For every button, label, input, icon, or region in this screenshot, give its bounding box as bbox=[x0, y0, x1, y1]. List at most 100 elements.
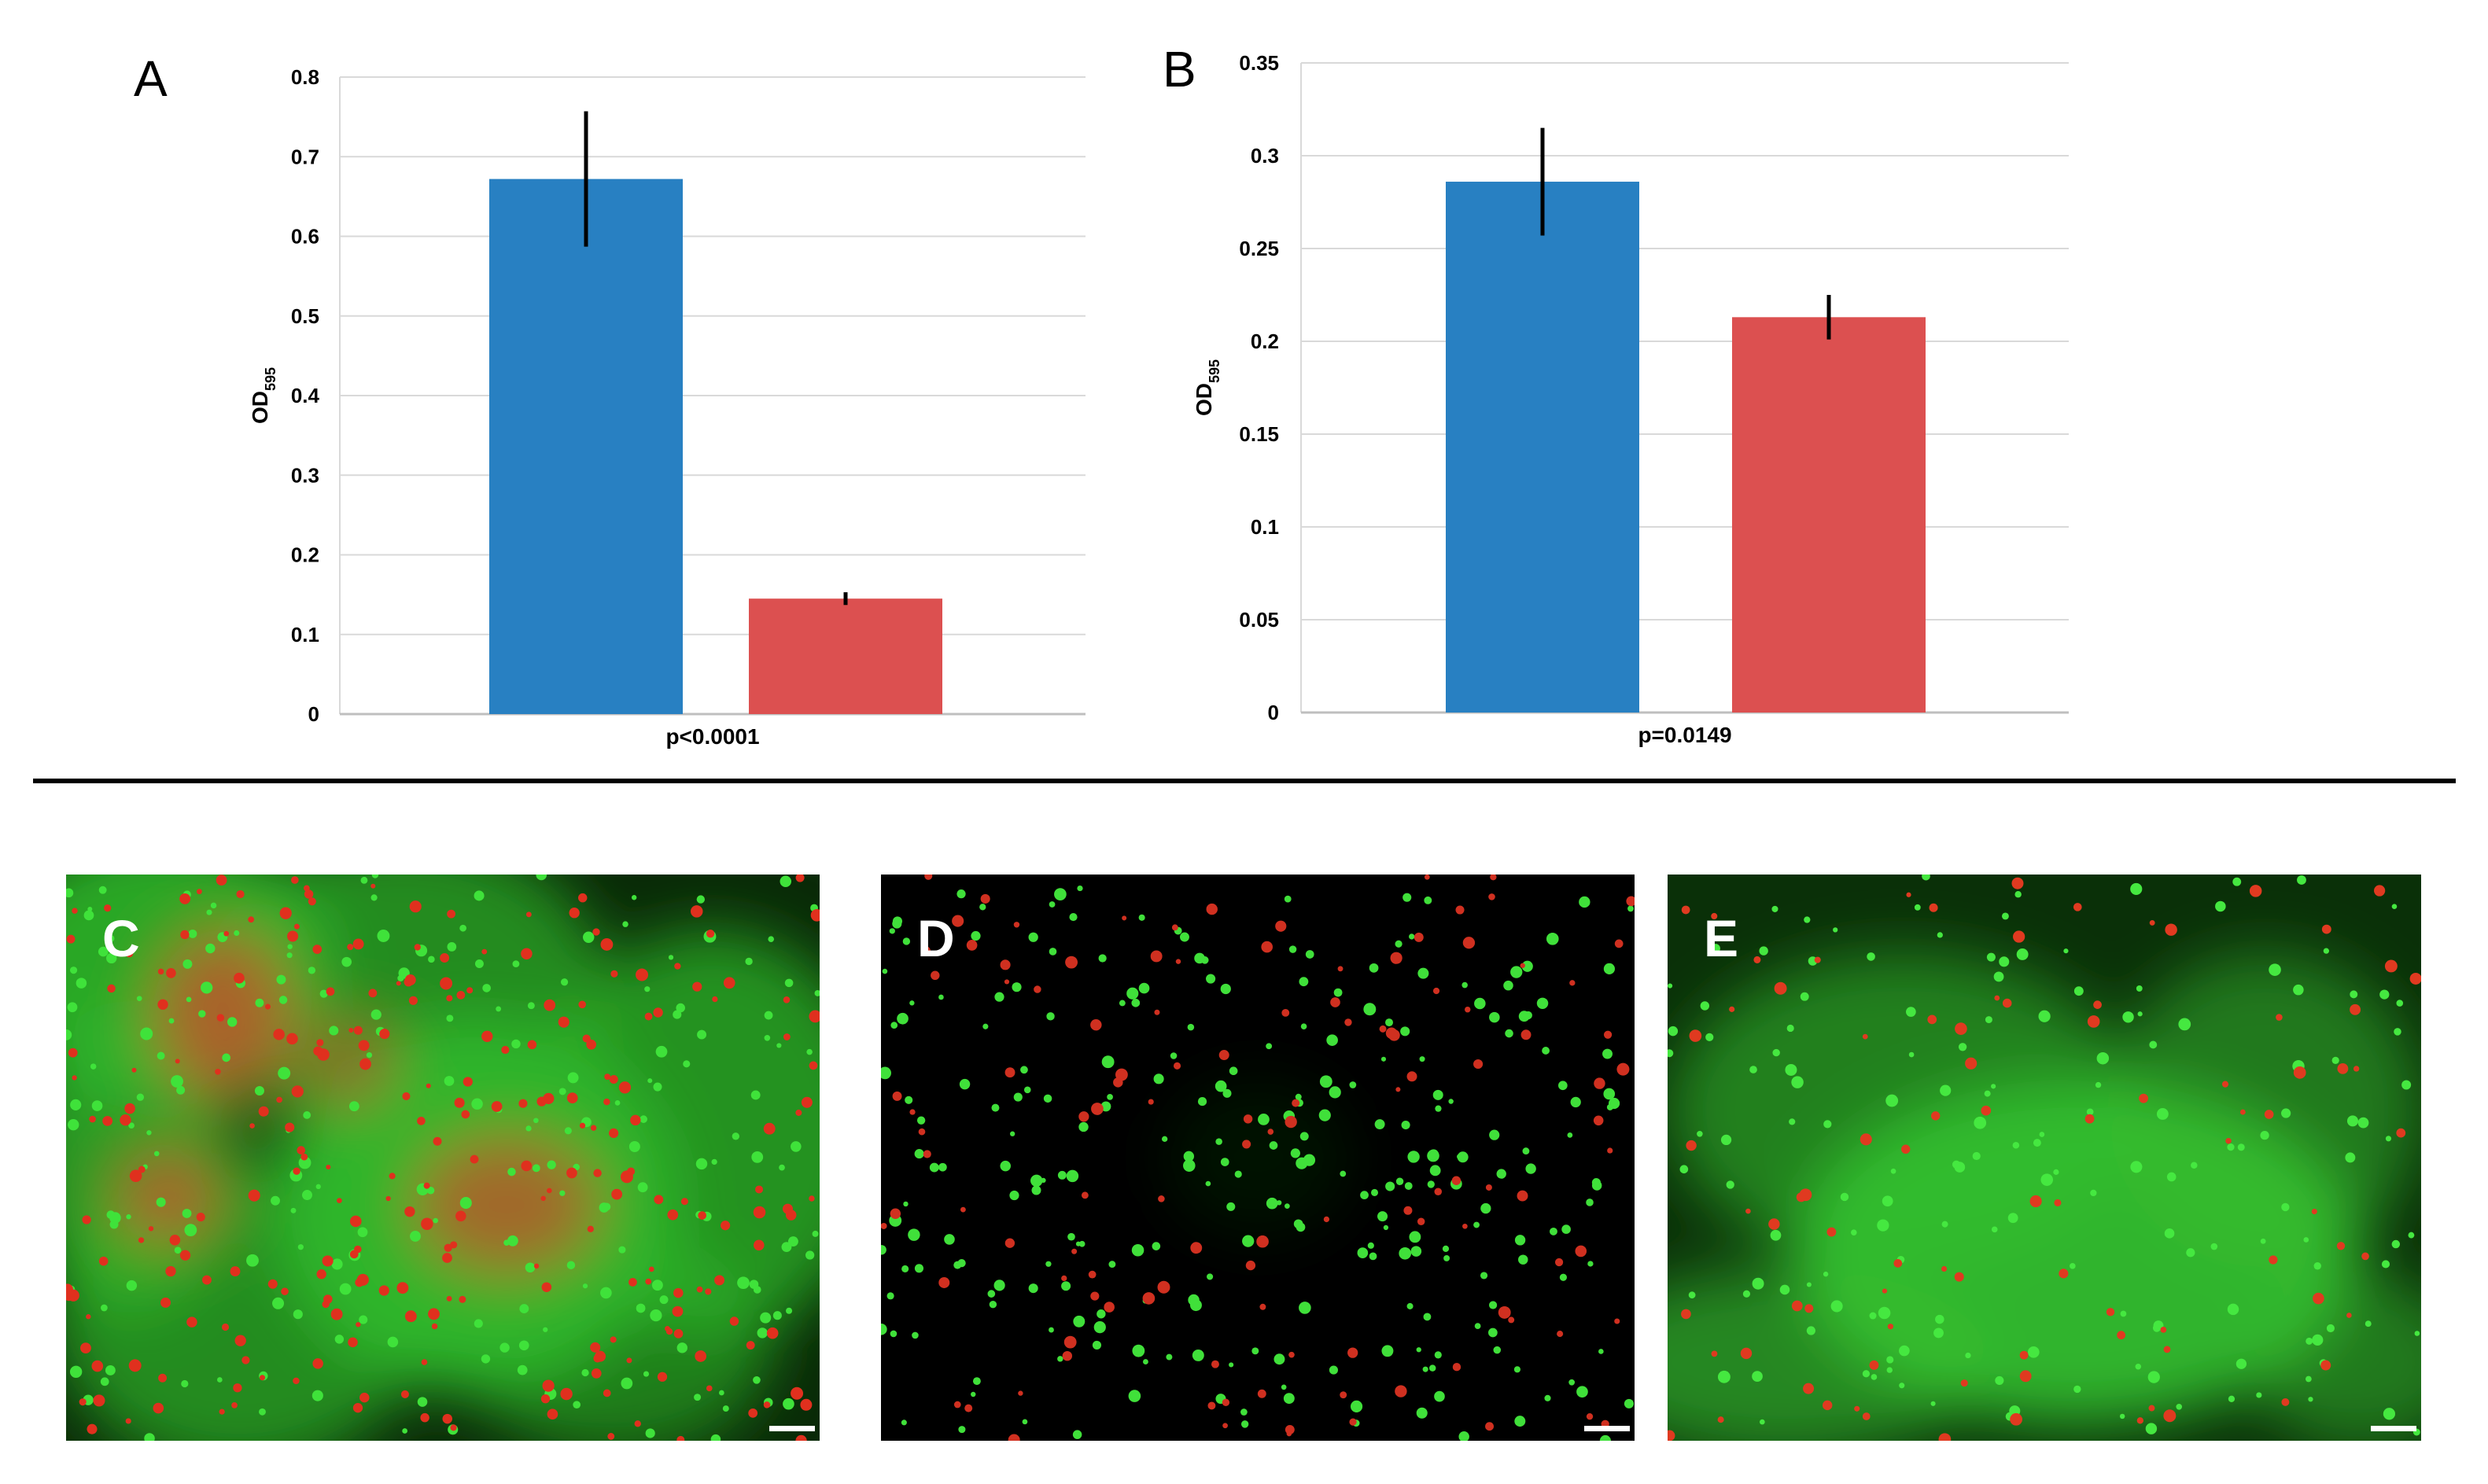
red-cell bbox=[322, 1300, 330, 1309]
red-cell bbox=[1668, 1430, 1675, 1441]
green-cell bbox=[447, 942, 457, 952]
red-cell bbox=[706, 1385, 713, 1392]
red-cell bbox=[1869, 1360, 1879, 1370]
green-cell bbox=[1206, 974, 1216, 984]
red-cell bbox=[446, 1295, 452, 1302]
red-cell bbox=[1390, 952, 1402, 964]
green-cell bbox=[1885, 1094, 1899, 1107]
green-cell bbox=[1009, 1190, 1019, 1201]
green-cell bbox=[993, 1280, 1005, 1291]
green-cell bbox=[637, 1182, 648, 1193]
green-cell bbox=[186, 996, 192, 1003]
red-cell bbox=[1901, 1144, 1911, 1154]
green-cell bbox=[892, 919, 902, 929]
green-cell bbox=[1197, 1096, 1207, 1107]
red-cell bbox=[1826, 1227, 1837, 1237]
panel-label-a: A bbox=[134, 50, 168, 107]
green-cell bbox=[90, 1063, 97, 1070]
red-cell bbox=[801, 1096, 813, 1108]
red-cell bbox=[158, 1373, 168, 1383]
green-cell bbox=[1443, 1254, 1450, 1261]
green-cell bbox=[1771, 905, 1778, 912]
green-cell bbox=[1567, 1132, 1573, 1138]
y-tick-label-a-1: 0.1 bbox=[291, 623, 319, 646]
green-cell bbox=[694, 1394, 702, 1401]
red-cell bbox=[795, 1109, 802, 1116]
red-cell bbox=[1686, 1140, 1697, 1151]
green-cell bbox=[1833, 927, 1838, 933]
red-cell bbox=[421, 1217, 433, 1230]
red-cell bbox=[746, 1341, 755, 1350]
red-cell bbox=[2013, 930, 2025, 943]
green-cell bbox=[402, 1428, 408, 1434]
red-cell bbox=[1349, 1418, 1357, 1426]
red-cell bbox=[938, 1276, 950, 1288]
green-cell bbox=[533, 1118, 539, 1124]
green-cell bbox=[1789, 1118, 1796, 1125]
green-cell bbox=[806, 1048, 813, 1055]
panel-label-b: B bbox=[1163, 41, 1196, 98]
red-cell bbox=[569, 908, 580, 919]
green-cell bbox=[780, 875, 792, 888]
red-cell bbox=[326, 987, 335, 996]
green-cell bbox=[2391, 904, 2398, 909]
red-cell bbox=[2346, 1313, 2352, 1318]
green-cell bbox=[1514, 1416, 1526, 1427]
red-cell bbox=[1157, 1280, 1170, 1294]
green-cell bbox=[1220, 983, 1231, 995]
green-cell bbox=[2308, 1397, 2313, 1402]
red-cell bbox=[600, 938, 614, 951]
green-cell bbox=[1012, 982, 1022, 992]
green-cell bbox=[2269, 963, 2281, 976]
green-cloud bbox=[1164, 1079, 1353, 1236]
y-tick-label-b-1: 0.05 bbox=[1239, 608, 1279, 632]
red-cell bbox=[124, 1103, 135, 1114]
red-cell bbox=[795, 1434, 807, 1441]
green-cell bbox=[2383, 1408, 2396, 1420]
red-cell bbox=[1403, 1206, 1413, 1215]
red-cell bbox=[442, 1253, 452, 1263]
red-cell bbox=[2269, 1255, 2278, 1265]
y-tick-label-b-0: 0 bbox=[1268, 701, 1279, 724]
green-cell bbox=[676, 1003, 685, 1013]
green-cell bbox=[1726, 1180, 1734, 1189]
green-cell bbox=[2232, 877, 2242, 886]
green-cell bbox=[2260, 1130, 2269, 1140]
green-cell bbox=[359, 1315, 368, 1324]
red-cell bbox=[450, 1241, 458, 1249]
red-cell bbox=[2239, 1109, 2246, 1115]
red-cell bbox=[2313, 1292, 2324, 1305]
green-cell bbox=[1357, 1247, 1369, 1258]
red-cell bbox=[1432, 987, 1440, 995]
green-cell bbox=[1434, 1390, 1445, 1402]
red-cell bbox=[286, 1033, 298, 1045]
scale-bar-e bbox=[2371, 1426, 2416, 1431]
green-cell bbox=[582, 1283, 588, 1289]
green-cell bbox=[1402, 893, 1412, 902]
green-cell bbox=[1380, 1056, 1387, 1062]
green-cell bbox=[1240, 1420, 1249, 1428]
green-cell bbox=[1273, 1353, 1285, 1365]
green-cell bbox=[1603, 1088, 1616, 1100]
green-cell bbox=[259, 1408, 266, 1416]
red-cell bbox=[1593, 1115, 1604, 1126]
green-cell bbox=[1806, 1282, 1812, 1287]
green-cell bbox=[1993, 971, 2004, 982]
green-cell bbox=[2331, 1056, 2339, 1064]
green-cell bbox=[474, 959, 484, 968]
red-cell bbox=[454, 1097, 465, 1108]
green-cell bbox=[1093, 1320, 1106, 1334]
red-cell bbox=[706, 929, 715, 938]
green-cell bbox=[640, 1115, 647, 1123]
green-cell bbox=[1419, 1056, 1425, 1062]
red-cell bbox=[258, 1106, 269, 1117]
red-cell bbox=[748, 1408, 758, 1418]
red-cell bbox=[352, 938, 364, 950]
red-cell bbox=[654, 1195, 664, 1205]
red-cell bbox=[628, 1278, 637, 1287]
green-cell bbox=[1329, 1365, 1338, 1375]
green-cell bbox=[1488, 1301, 1498, 1309]
green-cell bbox=[278, 996, 288, 1004]
green-cell bbox=[1377, 1211, 1388, 1222]
green-cell bbox=[1395, 940, 1402, 948]
